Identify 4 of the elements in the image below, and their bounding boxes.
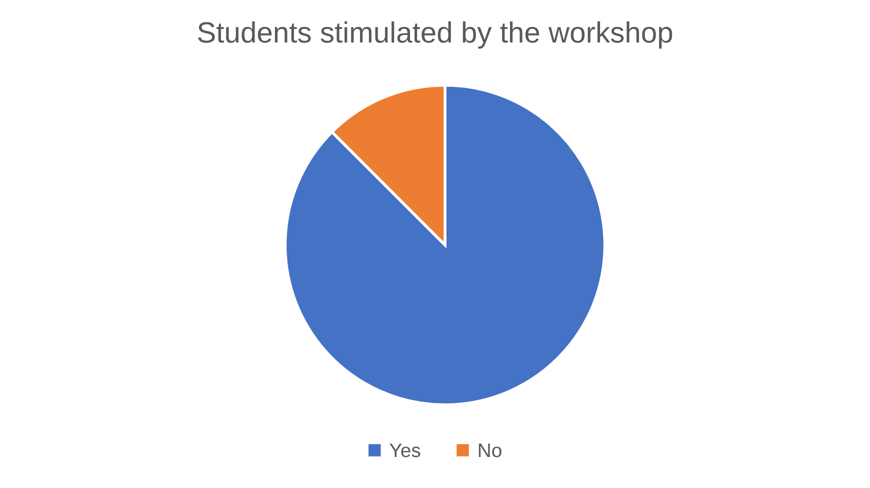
legend-label: Yes (390, 444, 420, 458)
pie-slice (284, 84, 606, 406)
chart-title: Students stimulated by the workshop (198, 21, 672, 49)
legend-label: No (478, 444, 502, 458)
